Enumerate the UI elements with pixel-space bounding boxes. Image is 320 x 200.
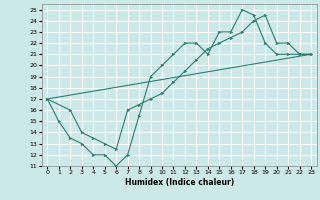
- X-axis label: Humidex (Indice chaleur): Humidex (Indice chaleur): [124, 178, 234, 187]
